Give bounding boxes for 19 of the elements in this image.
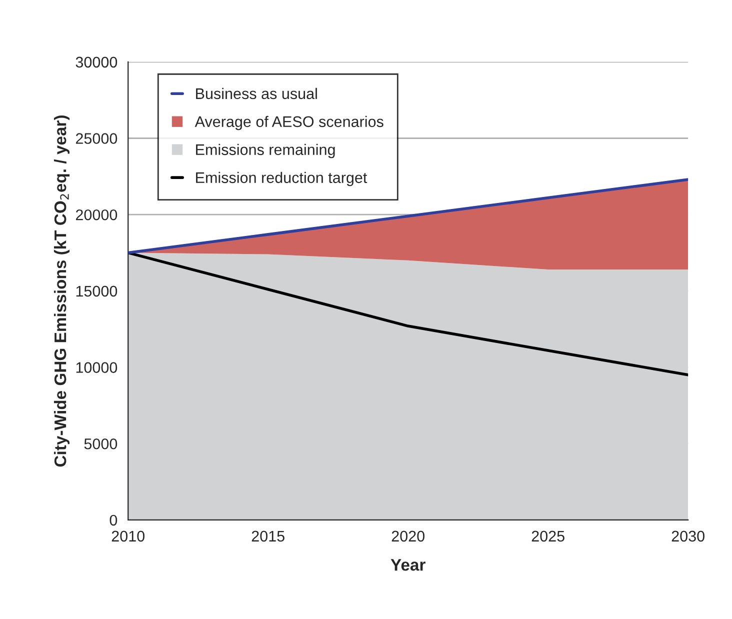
y-tick-label: 20000	[76, 209, 118, 220]
y-tick-label: 5000	[84, 438, 118, 450]
x-axis-title: Year	[390, 559, 426, 571]
line-series	[128, 251, 688, 376]
x-tick-label: 2020	[392, 530, 424, 542]
x-tick-label: 2015	[252, 530, 284, 542]
legend-label: Business as usual	[196, 88, 317, 100]
y-axis-title: City-Wide GHG Emissions (kT CO$_{2}$eq. / year)	[54, 116, 70, 467]
legend-label: Emissions remaining	[196, 144, 335, 158]
y-tick-label: 25000	[76, 133, 118, 144]
x-tick-label: 2010	[112, 530, 144, 542]
x-tick-label: 2025	[532, 530, 564, 542]
legend-label: Average of AESO scenarios	[194, 116, 384, 130]
y-tick-label: 0	[110, 514, 118, 526]
y-tick-label: 30000	[76, 56, 118, 68]
y-tick-label: 15000	[76, 286, 118, 297]
legend-label: Emission reduction target	[196, 172, 368, 186]
x-tick-label: 2030	[672, 530, 704, 542]
y-tick-label: 10000	[76, 362, 118, 373]
